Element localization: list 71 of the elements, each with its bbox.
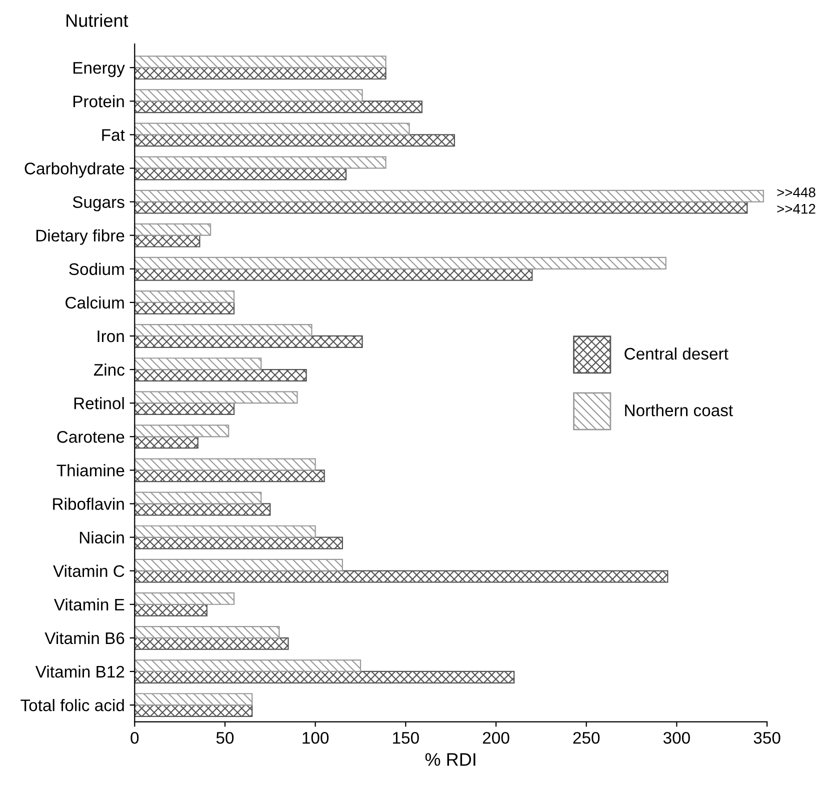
bar: [134, 256, 666, 270]
bar: [134, 100, 422, 114]
bar: [134, 234, 200, 248]
y-tick-label: Carbohydrate: [24, 162, 124, 178]
bar: [134, 704, 253, 717]
bar: [134, 324, 312, 337]
x-tick-label: 350: [754, 732, 780, 744]
y-tick-label: Riboflavin: [53, 498, 124, 510]
y-tick-label: Zinc: [94, 363, 124, 376]
x-axis-title: % RDI: [425, 753, 476, 766]
bar: [134, 368, 307, 382]
bar: [134, 525, 316, 538]
bar: [134, 156, 386, 169]
y-tick-label: Sugars: [72, 196, 124, 212]
y-tick-label: Vitamin C: [53, 564, 124, 578]
y-tick-label: Carotene: [57, 431, 124, 443]
bar: [134, 268, 533, 281]
bar: [134, 604, 208, 616]
bar: [134, 67, 386, 80]
bar: [134, 335, 363, 348]
bar: [134, 223, 212, 236]
bar: [134, 637, 289, 650]
bar: [134, 470, 325, 482]
x-tick-label: 50: [216, 732, 234, 744]
y-tick-label: Vitamin B6: [44, 632, 124, 644]
y-tick-label: Thiamine: [56, 464, 124, 476]
bar: [134, 436, 198, 449]
y-tick-label: Niacin: [80, 531, 124, 544]
y-tick-label: Dietary fibre: [36, 229, 124, 245]
bar: [134, 190, 764, 202]
y-tick-label: Vitamin E: [54, 598, 124, 611]
y-tick-label: Sodium: [69, 262, 124, 276]
legend-label: Central desert: [624, 347, 728, 360]
annotation: >>448: [777, 187, 816, 198]
y-tick-label: Calcium: [66, 296, 124, 309]
y-tick-label: Protein: [73, 95, 124, 108]
bar: [134, 592, 235, 605]
bar: [134, 693, 253, 706]
y-tick-label: Vitamin B12: [35, 665, 124, 678]
x-tick-label: 300: [663, 732, 690, 744]
bar: [134, 201, 748, 214]
y-tick-label: Retinol: [74, 397, 124, 410]
bar: [134, 660, 362, 672]
bar: [134, 402, 235, 416]
x-tick-label: 100: [302, 732, 329, 744]
legend-label: Northern coast: [625, 404, 733, 416]
bar: [134, 492, 262, 504]
bar: [134, 391, 298, 404]
bar: [134, 458, 316, 471]
x-tick-label: 250: [573, 732, 600, 744]
y-tick-label: Fat: [102, 129, 125, 141]
bar: [134, 134, 456, 147]
bar: [134, 290, 235, 303]
x-tick-label: 200: [482, 732, 510, 744]
bar: [134, 626, 280, 638]
bar: [134, 558, 343, 572]
y-tick-label: Energy: [73, 62, 125, 78]
y-axis-title: Nutrient: [66, 14, 128, 27]
bar: [134, 670, 515, 684]
bar: [134, 424, 230, 438]
bar: [134, 56, 386, 68]
bar: [134, 89, 363, 102]
bar: [134, 302, 235, 314]
bar: [134, 122, 410, 136]
annotation: >>412: [777, 204, 816, 214]
bar: [134, 358, 262, 370]
y-tick-label: Iron: [98, 330, 124, 342]
y-tick-label: Total folic acid: [20, 698, 124, 712]
bar: [134, 570, 668, 583]
x-tick-label: 0: [130, 732, 139, 744]
x-tick-label: 150: [393, 732, 419, 744]
